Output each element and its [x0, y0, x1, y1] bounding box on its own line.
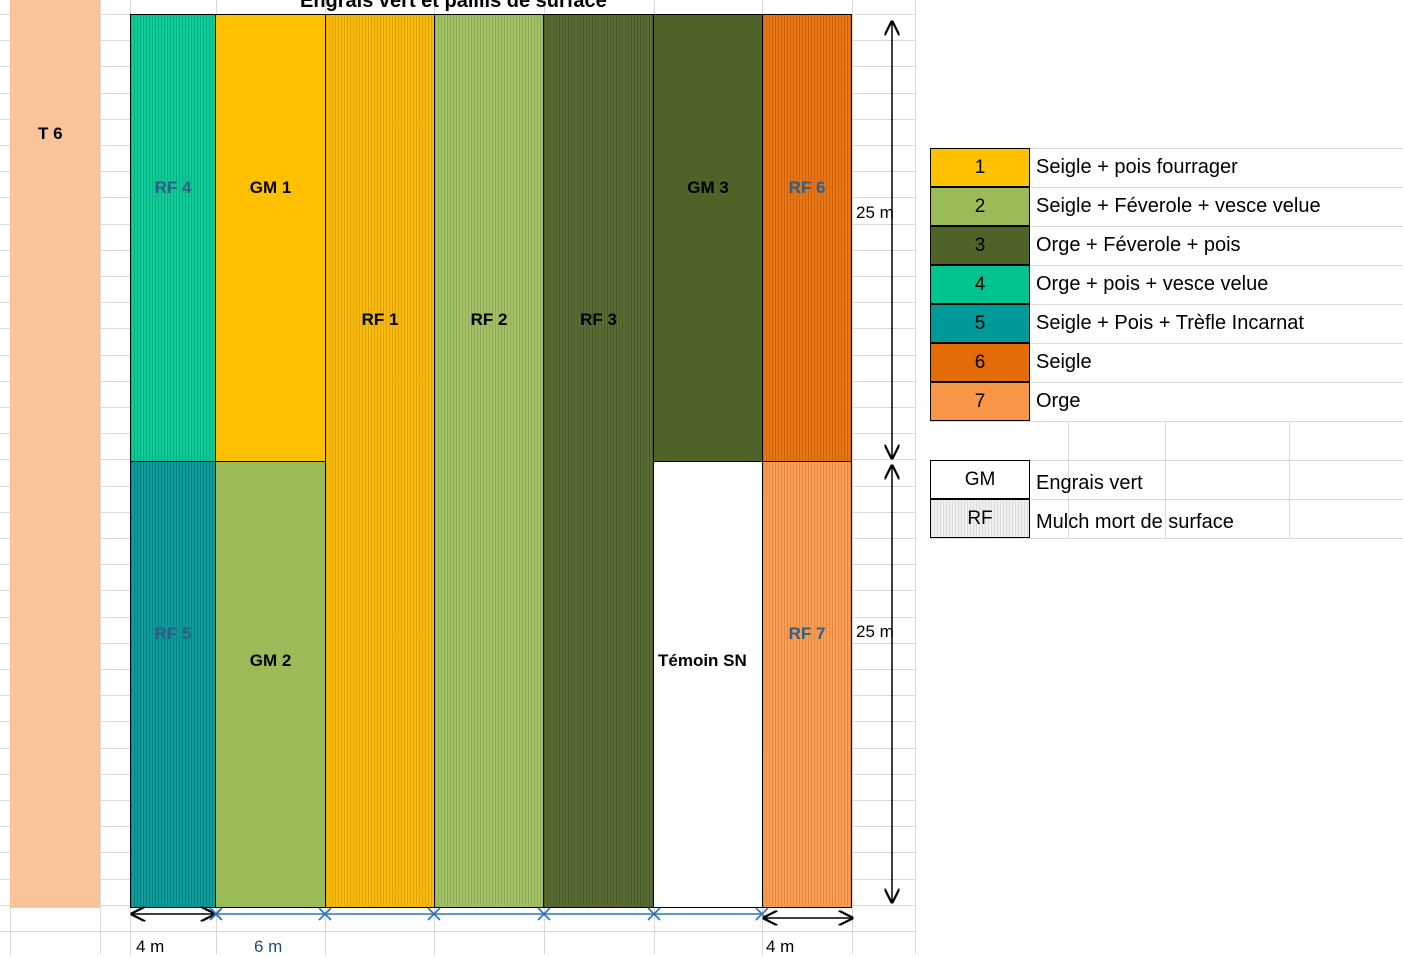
plot-rf5: RF 5: [130, 461, 216, 908]
legend-row: 1 Seigle + pois fourrager: [930, 148, 1403, 187]
legend-label: Orge + pois + vesce velue: [1036, 273, 1269, 295]
legend-swatch: 4: [930, 265, 1030, 304]
plot-temoin: Témoin SN: [653, 461, 763, 908]
grid-line: [852, 0, 853, 954]
legend-label: Orge + Féverole + pois: [1036, 234, 1241, 256]
legend-swatch: 5: [930, 304, 1030, 343]
grid-line: [1165, 421, 1166, 538]
plot-label: RF 6: [788, 178, 826, 197]
legend-label: Seigle + pois fourrager: [1036, 156, 1238, 178]
legend-label: Seigle + Féverole + vesce velue: [1036, 195, 1321, 217]
legend-row: 6 Seigle: [930, 343, 1403, 382]
plot-rf4: RF 4: [130, 14, 216, 462]
plot-label: RF 2: [470, 310, 508, 329]
plot-rf1: RF 1: [325, 14, 435, 908]
grid-line: [930, 304, 1403, 305]
plot-label: GM 1: [249, 178, 292, 197]
grid-line: [915, 0, 916, 954]
legend-row: 2 Seigle + Féverole + vesce velue: [930, 187, 1403, 226]
plot-rf6: RF 6: [762, 14, 852, 462]
side-band-t6: [10, 0, 100, 908]
grid-line: [930, 148, 1403, 149]
legend-type-row: RF Mulch mort de surface: [930, 499, 1403, 538]
plot-label: RF 4: [154, 178, 192, 197]
plot-gm3: GM 3: [653, 14, 763, 462]
legend-type-swatch: RF: [930, 499, 1030, 538]
legend-row: 5 Seigle + Pois + Trèfle Incarnat: [930, 304, 1403, 343]
legend-label: Seigle: [1036, 351, 1092, 373]
grid-line: [930, 226, 1403, 227]
grid-line: [930, 343, 1403, 344]
plot-label: RF 1: [361, 310, 399, 329]
plot-rf7: RF 7: [762, 461, 852, 908]
grid-line: [0, 931, 915, 932]
plot-gm1: GM 1: [215, 14, 326, 462]
grid-line: [930, 421, 1403, 422]
plot-label: RF 3: [580, 310, 617, 329]
grid-line: [930, 187, 1403, 188]
plot-label: Témoin SN: [658, 651, 747, 670]
width-left-label: 4 m: [136, 937, 165, 956]
plot-label: RF 5: [154, 624, 192, 643]
grid-line: [100, 0, 101, 954]
diagram-title: Engrais vert et paillis de surface: [300, 0, 607, 12]
grid-line: [1068, 421, 1069, 538]
plot-rf2: RF 2: [434, 14, 544, 908]
legend-type-label: Mulch mort de surface: [1036, 511, 1234, 533]
legend-label: Orge: [1036, 390, 1081, 412]
side-band-label: T 6: [38, 124, 63, 143]
legend-swatch: 2: [930, 187, 1030, 226]
legend-label: Seigle + Pois + Trèfle Incarnat: [1036, 312, 1304, 334]
grid-line: [930, 382, 1403, 383]
plot-label: GM 2: [249, 651, 292, 670]
legend-swatch: 7: [930, 382, 1030, 421]
legend-swatch: 6: [930, 343, 1030, 382]
grid-line: [930, 499, 1403, 500]
legend-row: 7 Orge: [930, 382, 1403, 421]
height-top-label: 25 m: [856, 203, 894, 222]
grid-line: [1289, 421, 1290, 538]
grid-line: [930, 460, 1403, 461]
width-right-label: 4 m: [766, 937, 795, 956]
legend-type-label: Engrais vert: [1036, 472, 1143, 494]
plot-rf3: RF 3: [543, 14, 654, 908]
plot-label: GM 3: [687, 178, 729, 197]
plot-gm2: GM 2: [215, 461, 326, 908]
legend-swatch: 3: [930, 226, 1030, 265]
grid-line: [930, 265, 1403, 266]
legend-row: 3 Orge + Féverole + pois: [930, 226, 1403, 265]
legend-swatch: 1: [930, 148, 1030, 187]
legend-type-row: GM Engrais vert: [930, 460, 1403, 499]
height-bottom-label: 25 m: [856, 622, 894, 641]
plot-label: RF 7: [788, 624, 826, 643]
legend-row: 4 Orge + pois + vesce velue: [930, 265, 1403, 304]
grid-line: [930, 538, 1403, 539]
width-mid-label: 6 m: [254, 937, 283, 956]
legend-type-swatch: GM: [930, 460, 1030, 499]
